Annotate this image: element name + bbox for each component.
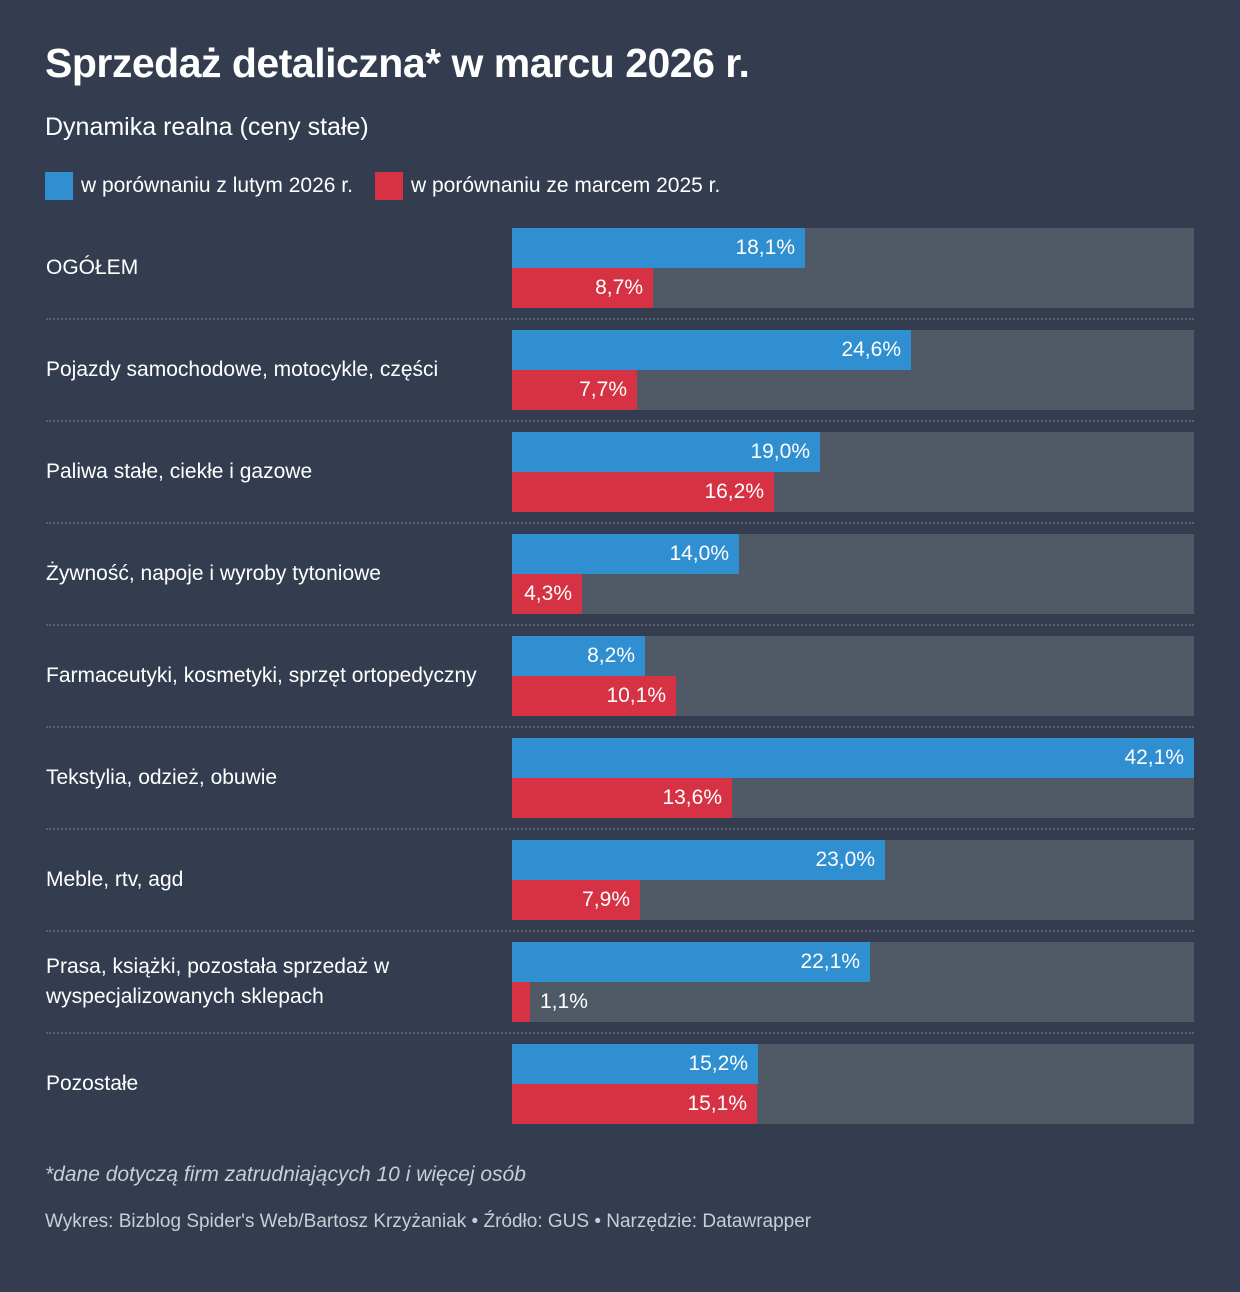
legend-label: w porównaniu ze marcem 2025 r.: [410, 174, 721, 197]
category-label: Prasa, książki, pozostała sprzedaż w wys…: [46, 942, 506, 1022]
bar-track: [512, 880, 1194, 920]
row-divider: [46, 828, 1194, 830]
data-label: 16,2%: [704, 480, 764, 503]
bar-vs-feb-2026: [512, 534, 739, 574]
bar-vs-mar-2025: [512, 472, 774, 512]
data-label: 15,1%: [687, 1092, 747, 1115]
bar-track: [512, 636, 1194, 676]
chart-title: Sprzedaż detaliczna* w marcu 2026 r.: [45, 40, 750, 86]
data-label: 13,6%: [662, 786, 722, 809]
bar-track: [512, 574, 1194, 614]
category-label-text: Paliwa stałe, ciekłe i gazowe: [46, 460, 313, 483]
data-label: 18,1%: [735, 236, 795, 259]
bar-vs-feb-2026: [512, 840, 885, 880]
category-label-text: Farmaceutyki, kosmetyki, sprzęt ortopedy…: [46, 664, 477, 687]
legend-swatch-red: [374, 172, 403, 200]
category-label-text: OGÓŁEM: [46, 256, 139, 279]
row-divider: [46, 1032, 1194, 1034]
bar-vs-mar-2025: [512, 880, 640, 920]
row-divider: [46, 726, 1194, 728]
bar-vs-feb-2026: [512, 738, 1194, 778]
row-divider: [46, 930, 1194, 932]
legend-item-feb: w porównaniu z lutym 2026 r.: [45, 172, 353, 200]
row-divider: [46, 522, 1194, 524]
bar-vs-feb-2026: [512, 228, 805, 268]
legend: w porównaniu z lutym 2026 r. w porównani…: [45, 172, 720, 200]
bar-track: [512, 840, 1194, 880]
chart-subtitle: Dynamika realna (ceny stałe): [45, 113, 369, 141]
bar-track: [512, 268, 1194, 308]
bar-vs-mar-2025: [512, 778, 732, 818]
bar-track: [512, 228, 1194, 268]
bar-track: [512, 1044, 1194, 1084]
data-label: 7,9%: [582, 888, 630, 911]
bar-track: [512, 778, 1194, 818]
data-label: 14,0%: [669, 542, 729, 565]
data-label: 7,7%: [579, 378, 627, 401]
category-label: Paliwa stałe, ciekłe i gazowe: [46, 432, 506, 512]
category-label-text: Pozostałe: [46, 1072, 139, 1095]
category-label: Żywność, napoje i wyroby tytoniowe: [46, 534, 506, 614]
legend-swatch-blue: [45, 172, 73, 200]
data-label: 1,1%: [540, 990, 588, 1013]
data-label: 10,1%: [606, 684, 666, 707]
bar-track: [512, 432, 1194, 472]
category-label: OGÓŁEM: [46, 228, 506, 308]
row-divider: [46, 624, 1194, 626]
bar-track: [512, 370, 1194, 410]
bar-vs-feb-2026: [512, 432, 820, 472]
category-label-text: Prasa, książki, pozostała sprzedaż w wys…: [46, 955, 390, 1008]
bar-vs-mar-2025: [512, 268, 653, 308]
bar-vs-mar-2025: [512, 1084, 757, 1124]
bar-track: [512, 1084, 1194, 1124]
data-label: 8,7%: [595, 276, 643, 299]
data-label: 23,0%: [815, 848, 875, 871]
row-divider: [46, 420, 1194, 422]
data-label: 22,1%: [800, 950, 860, 973]
data-label: 42,1%: [1124, 746, 1184, 769]
bar-vs-feb-2026: [512, 636, 645, 676]
bar-track: [512, 942, 1194, 982]
bar-track: [512, 676, 1194, 716]
credits: Wykres: Bizblog Spider's Web/Bartosz Krz…: [45, 1211, 812, 1232]
row-divider: [46, 318, 1194, 320]
bar-vs-mar-2025: [512, 574, 582, 614]
bar-track: [512, 738, 1194, 778]
category-label: Meble, rtv, agd: [46, 840, 506, 920]
bar-vs-mar-2025: [512, 982, 530, 1022]
bar-vs-mar-2025: [512, 370, 637, 410]
data-label: 4,3%: [524, 582, 572, 605]
category-label: Farmaceutyki, kosmetyki, sprzęt ortopedy…: [46, 636, 506, 716]
category-label-text: Żywność, napoje i wyroby tytoniowe: [46, 562, 381, 585]
category-label-text: Pojazdy samochodowe, motocykle, części: [46, 358, 439, 381]
data-label: 8,2%: [587, 644, 635, 667]
data-label: 15,2%: [688, 1052, 748, 1075]
legend-item-mar: w porównaniu ze marcem 2025 r.: [374, 172, 721, 200]
bar-track: [512, 534, 1194, 574]
bar-vs-feb-2026: [512, 1044, 758, 1084]
bar-vs-feb-2026: [512, 942, 870, 982]
category-label: Pozostałe: [46, 1044, 506, 1124]
category-label-text: Tekstylia, odzież, obuwie: [46, 766, 278, 789]
bar-vs-feb-2026: [512, 330, 911, 370]
data-label: 24,6%: [841, 338, 901, 361]
bar-track: [512, 330, 1194, 370]
bar-track: [512, 472, 1194, 512]
bar-vs-mar-2025: [512, 676, 676, 716]
data-label: 19,0%: [750, 440, 810, 463]
bar-track: [512, 982, 1194, 1022]
footnote: *dane dotyczą firm zatrudniających 10 i …: [45, 1163, 526, 1186]
legend-label: w porównaniu z lutym 2026 r.: [81, 174, 353, 197]
category-label: Tekstylia, odzież, obuwie: [46, 738, 506, 818]
category-label-text: Meble, rtv, agd: [46, 868, 184, 891]
category-label: Pojazdy samochodowe, motocykle, części: [46, 330, 506, 410]
